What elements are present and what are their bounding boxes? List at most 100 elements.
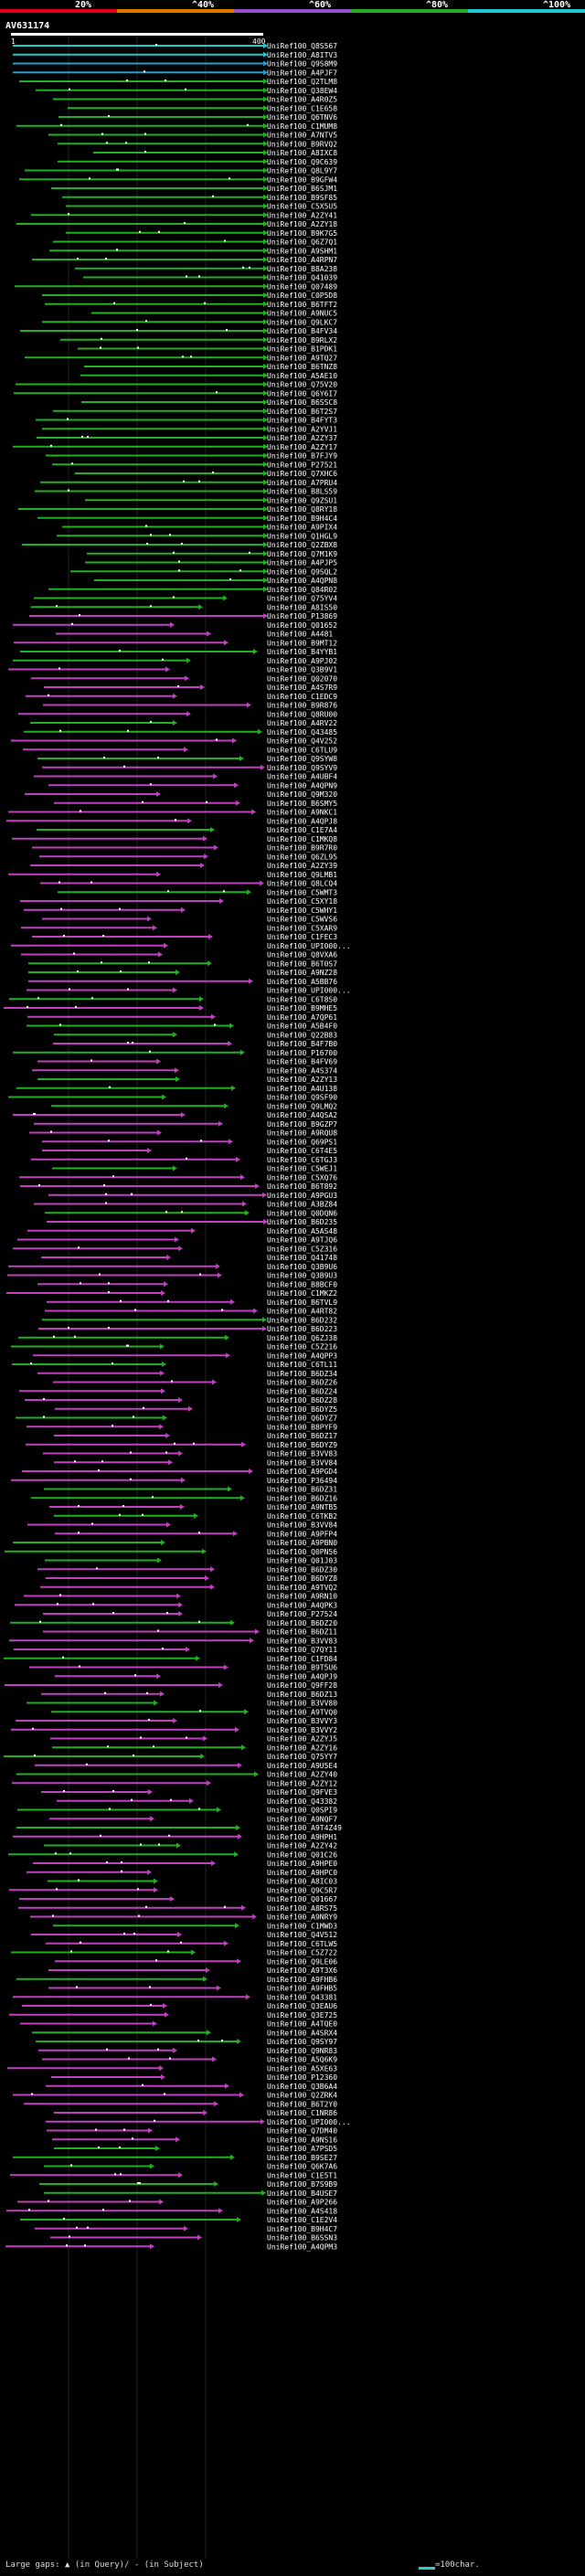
hit-label[interactable]: UniRef100_Q8VXA6: [267, 951, 337, 959]
hit-label[interactable]: UniRef100_P13869: [267, 612, 337, 620]
hit-row[interactable]: UniRef100_B6DZ11: [43, 1628, 337, 1637]
hit-row[interactable]: UniRef100_C5XY18: [20, 897, 337, 906]
hit-label[interactable]: UniRef100_Q02070: [267, 674, 337, 683]
hit-row[interactable]: UniRef100_A9NUC5: [91, 310, 337, 318]
hit-label[interactable]: UniRef100_A9NQF7: [267, 1815, 337, 1823]
hit-row[interactable]: UniRef100_A2ZY18: [16, 220, 337, 228]
hit-row[interactable]: UniRef100_A7QP61: [27, 1013, 337, 1022]
hit-row[interactable]: UniRef100_B9RLX2: [60, 336, 337, 345]
hit-row[interactable]: UniRef100_B3VV83: [43, 1450, 337, 1458]
hit-label[interactable]: UniRef100_C1FD84: [267, 1655, 337, 1663]
hit-row[interactable]: UniRef100_Q9SY97: [36, 2038, 337, 2046]
hit-row[interactable]: UniRef100_A7NTV5: [48, 132, 337, 140]
hit-label[interactable]: UniRef100_A9FHB5: [267, 1985, 337, 1993]
hit-label[interactable]: UniRef100_A4R0Z5: [267, 96, 337, 104]
hit-label[interactable]: UniRef100_Q0SPI9: [267, 1807, 337, 1815]
hit-label[interactable]: UniRef100_Q9SQL2: [267, 567, 337, 576]
hit-row[interactable]: UniRef100_Q3EAU6: [22, 2002, 337, 2010]
hit-label[interactable]: UniRef100_C6TKB2: [267, 1512, 337, 1521]
hit-label[interactable]: UniRef100_C5XAR9: [267, 924, 337, 932]
hit-row[interactable]: UniRef100_A2ZY37: [37, 434, 337, 442]
hit-label[interactable]: UniRef100_Q3B9U3: [267, 1272, 337, 1280]
hit-row[interactable]: UniRef100_Q2ZRK4: [13, 2092, 337, 2100]
hit-row[interactable]: UniRef100_P16700: [13, 1049, 337, 1057]
hit-row[interactable]: UniRef100_B9RVQ2: [58, 140, 337, 148]
hit-label[interactable]: UniRef100_B6T2Y0: [267, 2100, 337, 2108]
hit-label[interactable]: UniRef100_P16700: [267, 1049, 337, 1057]
hit-row[interactable]: UniRef100_B8A238: [75, 265, 337, 273]
hit-row[interactable]: UniRef100_B6TFT2: [45, 301, 337, 309]
hit-label[interactable]: UniRef100_A5Q6K9: [267, 2056, 337, 2064]
hit-label[interactable]: UniRef100_B9R876: [267, 702, 337, 710]
hit-row[interactable]: UniRef100_C1EDC9: [26, 693, 337, 701]
hit-label[interactable]: UniRef100_B9GFW4: [267, 175, 337, 184]
hit-row[interactable]: UniRef100_C6TL11: [12, 1361, 337, 1369]
hit-label[interactable]: UniRef100_C5WVS6: [267, 916, 337, 924]
hit-row[interactable]: UniRef100_B3VVY3: [16, 1717, 337, 1725]
hit-label[interactable]: UniRef100_A9T4Z49: [267, 1824, 342, 1832]
hit-row[interactable]: UniRef100_A4QPN8: [94, 577, 337, 585]
hit-row[interactable]: UniRef100_A2ZY39: [30, 862, 337, 870]
hit-label[interactable]: UniRef100_C6TL11: [267, 1361, 337, 1369]
hit-label[interactable]: UniRef100_A9PIX4: [267, 524, 337, 532]
hit-label[interactable]: UniRef100_B9SF85: [267, 194, 337, 202]
hit-label[interactable]: UniRef100_B6DZ30: [267, 1565, 337, 1574]
hit-label[interactable]: UniRef100_Q3E725: [267, 2011, 337, 2019]
hit-row[interactable]: UniRef100_A9SHM1: [49, 247, 337, 255]
hit-row[interactable]: UniRef100_B6D232: [42, 1316, 337, 1324]
hit-label[interactable]: UniRef100_Q01652: [267, 621, 337, 630]
hit-row[interactable]: UniRef100_A9FHB6: [16, 1976, 337, 1984]
hit-row[interactable]: UniRef100_B6DZ20: [10, 1619, 337, 1627]
hit-row[interactable]: UniRef100_A9P266: [17, 2199, 337, 2207]
hit-label[interactable]: UniRef100_C1MUM8: [267, 122, 337, 131]
hit-row[interactable]: UniRef100_B9K7G5: [66, 229, 337, 238]
hit-label[interactable]: UniRef100_Q01667: [267, 1895, 337, 1903]
hit-label[interactable]: UniRef100_B6T2S7: [267, 408, 337, 416]
hit-label[interactable]: UniRef100_A4QPN9: [267, 781, 337, 790]
hit-row[interactable]: UniRef100_B4FYT3: [36, 417, 337, 425]
hit-row[interactable]: UniRef100_A9TQ27: [25, 354, 337, 362]
hit-label[interactable]: UniRef100_Q4V512: [267, 1931, 337, 1939]
hit-row[interactable]: UniRef100_Q3B9U3: [7, 1272, 337, 1280]
hit-row[interactable]: UniRef100_Q9SF90: [8, 1094, 337, 1102]
hit-row[interactable]: UniRef100_A4S7R9: [44, 684, 337, 692]
hit-label[interactable]: UniRef100_A9NZ28: [267, 969, 337, 977]
hit-row[interactable]: UniRef100_Q9LMQ2: [51, 1102, 337, 1110]
hit-label[interactable]: UniRef100_Q7M1K9: [267, 550, 337, 558]
hit-row[interactable]: UniRef100_Q9FVE3: [41, 1788, 337, 1797]
hit-row[interactable]: UniRef100_A8ITV3: [13, 51, 337, 59]
hit-row[interactable]: UniRef100_B3VV84: [54, 1458, 337, 1467]
hit-row[interactable]: UniRef100_Q69PS1: [42, 1138, 337, 1146]
hit-row[interactable]: UniRef100_UPI000...: [11, 942, 351, 950]
hit-row[interactable]: UniRef100_A7PRU4: [40, 479, 337, 487]
hit-label[interactable]: UniRef100_B6TVL9: [267, 1299, 337, 1307]
hit-row[interactable]: UniRef100_B6T892: [20, 1182, 337, 1191]
hit-label[interactable]: UniRef100_C5X5U5: [267, 203, 337, 211]
hit-label[interactable]: UniRef100_A9NRY9: [267, 1913, 337, 1922]
hit-row[interactable]: UniRef100_A4PJF7: [13, 69, 337, 77]
hit-row[interactable]: UniRef100_Q01652: [13, 621, 337, 630]
hit-row[interactable]: UniRef100_C1E7A4: [37, 826, 337, 834]
hit-row[interactable]: UniRef100_Q9C639: [58, 158, 337, 166]
hit-row[interactable]: UniRef100_B6D223: [38, 1325, 337, 1333]
hit-label[interactable]: UniRef100_A9NUC5: [267, 310, 337, 318]
hit-label[interactable]: UniRef100_A9PGD4: [267, 1468, 337, 1476]
hit-row[interactable]: UniRef100_Q9LKC7: [42, 318, 337, 326]
hit-label[interactable]: UniRef100_Q9SF90: [267, 1094, 337, 1102]
hit-label[interactable]: UniRef100_Q75YY7: [267, 1753, 337, 1761]
hit-row[interactable]: UniRef100_Q8S567: [13, 42, 337, 50]
hit-row[interactable]: UniRef100_A9NS16: [52, 2136, 337, 2144]
hit-label[interactable]: UniRef100_A7NTV5: [267, 132, 337, 140]
hit-row[interactable]: UniRef100_Q8L9Y7: [25, 167, 337, 175]
hit-row[interactable]: UniRef100_B3VVY2: [11, 1726, 337, 1734]
hit-label[interactable]: UniRef100_Q2ZRK4: [267, 2092, 337, 2100]
hit-label[interactable]: UniRef100_C6T4E5: [267, 1147, 337, 1155]
hit-label[interactable]: UniRef100_C5XY18: [267, 897, 337, 906]
hit-row[interactable]: UniRef100_B6DZ16: [31, 1494, 337, 1502]
hit-label[interactable]: UniRef100_A9PJ02: [267, 657, 337, 665]
hit-row[interactable]: UniRef100_Q9NR83: [38, 2047, 337, 2055]
hit-label[interactable]: UniRef100_A4QPK3: [267, 1601, 337, 1609]
hit-label[interactable]: UniRef100_Q7XHC6: [267, 470, 337, 478]
hit-row[interactable]: UniRef100_Q6TNV6: [58, 113, 337, 122]
hit-label[interactable]: UniRef100_A8IC03: [267, 1878, 337, 1886]
